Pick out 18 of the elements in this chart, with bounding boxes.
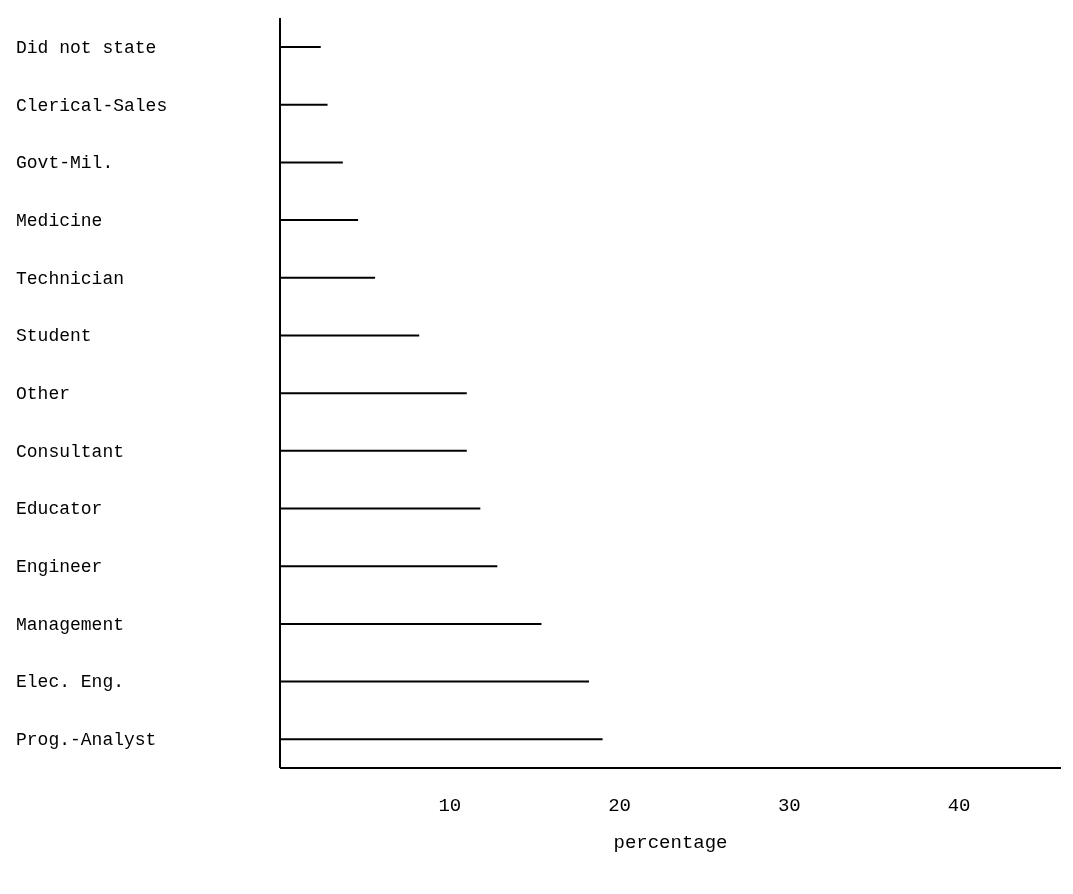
y-tick-label: Prog.-Analyst xyxy=(16,730,157,751)
x-axis-title: percentage xyxy=(613,832,728,854)
x-tick-label: 30 xyxy=(777,795,801,818)
y-tick-label: Elec. Eng. xyxy=(16,672,125,693)
y-tick-label: Other xyxy=(16,384,71,404)
y-tick-label: Technician xyxy=(16,268,125,289)
y-tick-label: Management xyxy=(16,614,125,635)
y-tick-label: Engineer xyxy=(16,557,103,578)
y-tick-label: Clerical-Sales xyxy=(16,95,168,116)
x-tick-label: 10 xyxy=(438,795,462,818)
y-tick-label: Consultant xyxy=(16,441,125,462)
y-tick-label: Did not state xyxy=(16,37,157,58)
x-tick-label: 40 xyxy=(947,795,971,818)
x-tick-label: 20 xyxy=(608,795,631,818)
y-tick-label: Medicine xyxy=(16,210,103,231)
y-tick-label: Govt-Mil. xyxy=(16,153,114,174)
y-tick-label: Educator xyxy=(16,499,103,520)
y-tick-label: Student xyxy=(16,326,92,347)
